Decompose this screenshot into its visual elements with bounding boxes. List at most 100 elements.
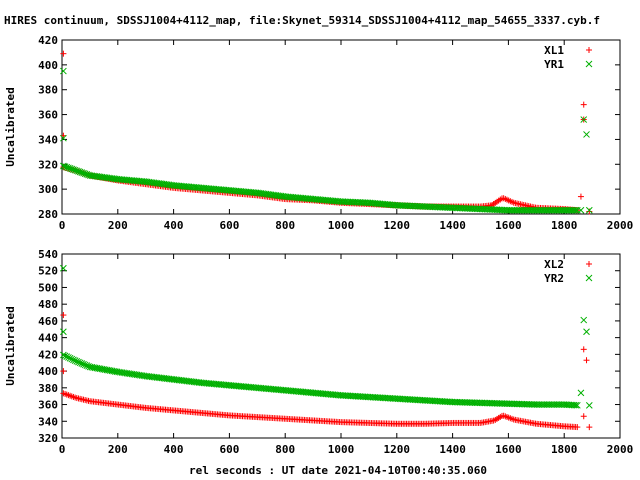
data-point-d2 (378, 394, 385, 402)
data-point (573, 401, 581, 409)
data-point-d2 (445, 204, 452, 211)
data-point-d2 (369, 393, 377, 401)
data-point-d2 (483, 205, 491, 213)
data-point-d2 (493, 400, 501, 407)
series-XL2 (60, 312, 593, 431)
data-point-d2 (389, 395, 397, 402)
legend-label: YR1 (544, 58, 564, 71)
data-point-d2 (433, 203, 441, 211)
data-point-d2 (421, 203, 429, 210)
data-point-d2 (371, 394, 379, 401)
data-point-d2 (419, 203, 427, 210)
data-point-d2 (527, 401, 534, 408)
data-point-d2 (468, 399, 476, 406)
data-point-d2 (354, 198, 362, 206)
data-point-d2 (443, 398, 451, 406)
data-point-d2 (528, 401, 536, 408)
x-tick-label: 1600 (495, 443, 522, 456)
data-point-d2 (399, 395, 407, 403)
data-point-d2 (409, 396, 417, 404)
data-point-d2 (73, 358, 81, 365)
data-point-d2 (403, 395, 410, 403)
data-point-d2 (525, 400, 533, 408)
data-point-d2 (560, 401, 568, 408)
data-point-d2 (441, 398, 449, 405)
data-point-d2 (393, 395, 400, 403)
data-point-d2 (81, 361, 89, 369)
data-point-d2 (60, 351, 67, 359)
data-point-d2 (475, 399, 482, 407)
data-point-d2 (83, 171, 91, 178)
y-tick-label: 420 (38, 34, 58, 47)
data-point-d2 (403, 202, 410, 210)
data-point-d2 (78, 360, 86, 367)
data-point-d2 (480, 205, 487, 213)
data-point-d2 (344, 392, 352, 400)
outlier-point (60, 67, 67, 75)
data-point-d2 (476, 399, 484, 407)
data-point-d2 (78, 169, 86, 176)
data-point-d2 (461, 399, 469, 406)
data-point-d2 (570, 401, 578, 409)
data-point-d2 (85, 171, 92, 179)
data-point-d2 (513, 400, 521, 408)
data-point-d2 (384, 394, 392, 402)
data-point-d2 (441, 204, 449, 211)
data-point-d2 (408, 396, 415, 403)
data-point (572, 206, 579, 214)
data-point-d2 (515, 400, 523, 408)
outlier-point (577, 389, 585, 397)
y-tick-label: 300 (38, 183, 58, 196)
data-point-d2 (73, 167, 81, 175)
data-point-d2 (363, 393, 370, 401)
data-point-d2 (470, 205, 477, 213)
data-point-d2 (505, 400, 513, 408)
data-point-d2 (453, 204, 461, 212)
x-tick-label: 400 (164, 443, 184, 456)
series-YR2 (60, 264, 593, 409)
outlier-point (583, 328, 590, 336)
data-point-d2 (522, 400, 529, 408)
data-point-d2 (404, 202, 412, 210)
data-point (68, 355, 76, 363)
data-point-d2 (440, 398, 447, 405)
data-point-d2 (66, 354, 74, 362)
data-point-d2 (460, 204, 467, 212)
data-point-d2 (471, 399, 479, 407)
data-point-d2 (465, 205, 472, 212)
data-point-d2 (473, 205, 481, 213)
legend-marker-d2 (585, 274, 593, 282)
data-point-d2 (358, 393, 365, 400)
data-point-d2 (352, 198, 360, 206)
outlier-point-d2 (580, 316, 588, 324)
legend-label: YR2 (544, 272, 564, 285)
data-point-d2 (490, 206, 497, 213)
x-tick-label: 0 (59, 443, 66, 456)
data-point-d2 (339, 198, 347, 206)
data-point-d2 (396, 202, 404, 209)
y-tick-label: 280 (38, 208, 58, 221)
x-axis-label: rel seconds : UT date 2021-04-10T00:40:3… (189, 464, 487, 477)
data-point-d2 (435, 397, 442, 405)
data-point-d2 (424, 397, 432, 404)
data-point-d2 (500, 400, 508, 407)
data-point-d2 (66, 165, 74, 172)
outlier-point (583, 131, 590, 138)
data-point-d2 (456, 398, 464, 406)
data-point-d2 (512, 400, 519, 408)
top-panel: 280 300 320 340 360 380 400 420 0 200 400 600 800 100… (4, 34, 633, 232)
y-tick-label: 380 (38, 382, 58, 395)
data-point-d2 (423, 397, 431, 404)
data-point-d2 (523, 400, 531, 408)
y-tick-label: 460 (38, 315, 58, 328)
data-point-d2 (510, 400, 518, 408)
data-point-d2 (448, 398, 456, 406)
data-point-d2 (399, 202, 407, 209)
data-point-d2 (347, 392, 355, 400)
data-point-d2 (429, 203, 437, 211)
data-point-d2 (68, 165, 76, 173)
outlier-point (580, 116, 588, 123)
data-point-d2 (429, 397, 437, 405)
data-point-d2 (358, 199, 365, 206)
